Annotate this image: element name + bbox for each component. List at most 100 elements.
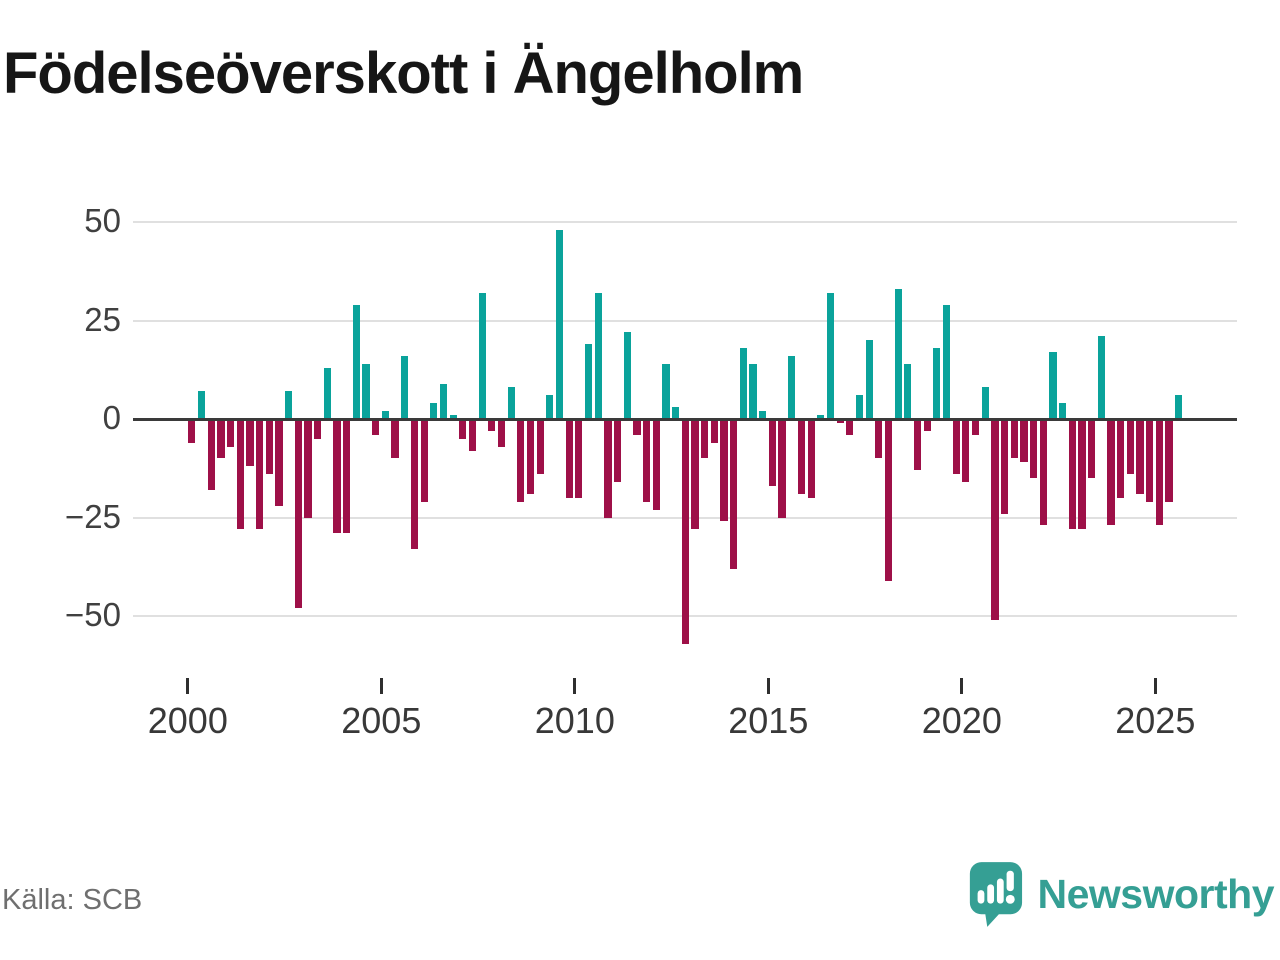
- bar-2015-q3: [788, 355, 796, 419]
- bar-2010-q2: [584, 344, 593, 419]
- bar-2024-q4: [1146, 419, 1154, 502]
- bar-2007-q2: [468, 419, 477, 451]
- page-title: Födelseöverskott i Ängelholm: [3, 41, 804, 106]
- x-axis-tick-2020: [960, 678, 964, 694]
- x-axis-label-2015: 2015: [728, 700, 809, 741]
- bar-2023-q3: [1097, 336, 1105, 419]
- bar-2003-q4: [333, 419, 341, 534]
- bar-2004-q1: [343, 419, 351, 534]
- bar-2023-q1: [1078, 419, 1086, 530]
- bar-2013-q4: [720, 419, 728, 522]
- bar-2015-q2: [778, 419, 786, 518]
- bar-2006-q1: [420, 419, 428, 502]
- bar-2002-q2: [275, 419, 283, 506]
- bar-2016-q4: [836, 419, 844, 423]
- bar-2002-q1: [265, 419, 273, 475]
- bar-2015-q1: [768, 419, 776, 486]
- y-axis-label--50: −50: [65, 596, 121, 633]
- bar-2007-q1: [459, 419, 467, 439]
- bar-2005-q3: [401, 355, 409, 419]
- bar-2023-q2: [1088, 419, 1096, 479]
- bar-2018-q1: [884, 419, 893, 581]
- bar-2004-q2: [352, 304, 360, 419]
- x-axis-label-2020: 2020: [921, 700, 1002, 741]
- bar-2006-q2: [430, 403, 438, 419]
- bar-2018-q3: [904, 363, 912, 419]
- newsworthy-logo: Newsworthy: [966, 860, 1274, 928]
- bar-2013-q2: [701, 419, 709, 459]
- y-axis-label-25: 25: [84, 300, 121, 338]
- bar-2018-q4: [913, 419, 922, 471]
- bar-2001-q3: [246, 419, 254, 467]
- y-axis-label--25: −25: [65, 497, 121, 535]
- bar-2005-q4: [410, 419, 418, 550]
- bar-2024-q1: [1117, 419, 1125, 498]
- bar-2014-q2: [739, 348, 747, 419]
- bar-2005-q1: [381, 411, 389, 419]
- x-axis-zero-line: [133, 417, 1237, 421]
- bar-2001-q1: [227, 419, 235, 447]
- bar-2025-q1: [1155, 419, 1163, 526]
- bar-2019-q2: [933, 348, 941, 419]
- bar-2022-q2: [1049, 352, 1057, 419]
- bar-2010-q4: [604, 419, 612, 518]
- bar-2021-q4: [1030, 419, 1038, 479]
- bar-2000-q2: [197, 391, 206, 419]
- bar-2016-q3: [826, 292, 835, 419]
- bar-2016-q2: [817, 415, 825, 419]
- source-note: Källa: SCB: [2, 884, 143, 916]
- gridline-25: [133, 319, 1237, 322]
- bar-2013-q1: [691, 419, 699, 530]
- bar-2014-q3: [749, 363, 757, 419]
- bar-2025-q3: [1175, 395, 1183, 419]
- bar-2000-q3: [207, 419, 215, 490]
- y-axis-label-50: 50: [84, 202, 121, 239]
- bar-2020-q2: [971, 419, 980, 435]
- x-axis-label-2005: 2005: [341, 700, 422, 741]
- bar-2010-q3: [594, 292, 602, 419]
- bar-2009-q1: [536, 419, 544, 475]
- bar-2019-q4: [952, 419, 960, 475]
- bar-2021-q3: [1020, 419, 1028, 463]
- bar-2012-q4: [681, 419, 689, 644]
- bar-2023-q4: [1107, 419, 1115, 526]
- bar-2000-q1: [188, 419, 196, 443]
- bar-2008-q3: [517, 419, 525, 502]
- gridline-50: [133, 221, 1237, 223]
- x-axis-label-2025: 2025: [1115, 700, 1196, 741]
- bar-2000-q4: [217, 419, 225, 459]
- bar-2007-q4: [488, 419, 496, 431]
- y-axis-label-0: 0: [102, 399, 121, 436]
- bar-2008-q4: [526, 419, 535, 494]
- bar-2011-q1: [614, 419, 622, 483]
- bar-2019-q3: [942, 304, 951, 419]
- bar-2012-q3: [672, 407, 680, 419]
- bar-2019-q1: [923, 419, 931, 431]
- bar-2006-q3: [439, 383, 448, 419]
- bar-2020-q3: [981, 387, 989, 419]
- bar-2009-q2: [546, 395, 554, 419]
- bar-2009-q3: [555, 229, 564, 419]
- bar-2009-q4: [565, 419, 573, 498]
- bar-2020-q1: [962, 419, 970, 483]
- bar-2004-q3: [362, 363, 370, 419]
- bar-2001-q2: [236, 419, 244, 530]
- bar-2021-q1: [1001, 419, 1009, 514]
- bar-2016-q1: [807, 419, 815, 498]
- bar-2005-q2: [391, 419, 399, 459]
- x-axis-label-2000: 2000: [147, 700, 228, 741]
- bar-2017-q3: [865, 340, 873, 419]
- x-axis-tick-2015: [766, 678, 770, 694]
- bar-2025-q2: [1165, 419, 1173, 502]
- x-axis-label-2010: 2010: [534, 700, 615, 741]
- bar-2012-q1: [652, 419, 660, 510]
- bar-2021-q2: [1010, 419, 1018, 459]
- bar-2017-q1: [846, 419, 854, 435]
- bar-2011-q2: [623, 332, 631, 419]
- bar-2006-q4: [449, 415, 457, 419]
- bar-2011-q4: [643, 419, 651, 502]
- newsworthy-speech-bubble-chart-icon: [969, 862, 1022, 927]
- bar-2020-q4: [991, 419, 999, 620]
- bar-2010-q1: [575, 419, 583, 498]
